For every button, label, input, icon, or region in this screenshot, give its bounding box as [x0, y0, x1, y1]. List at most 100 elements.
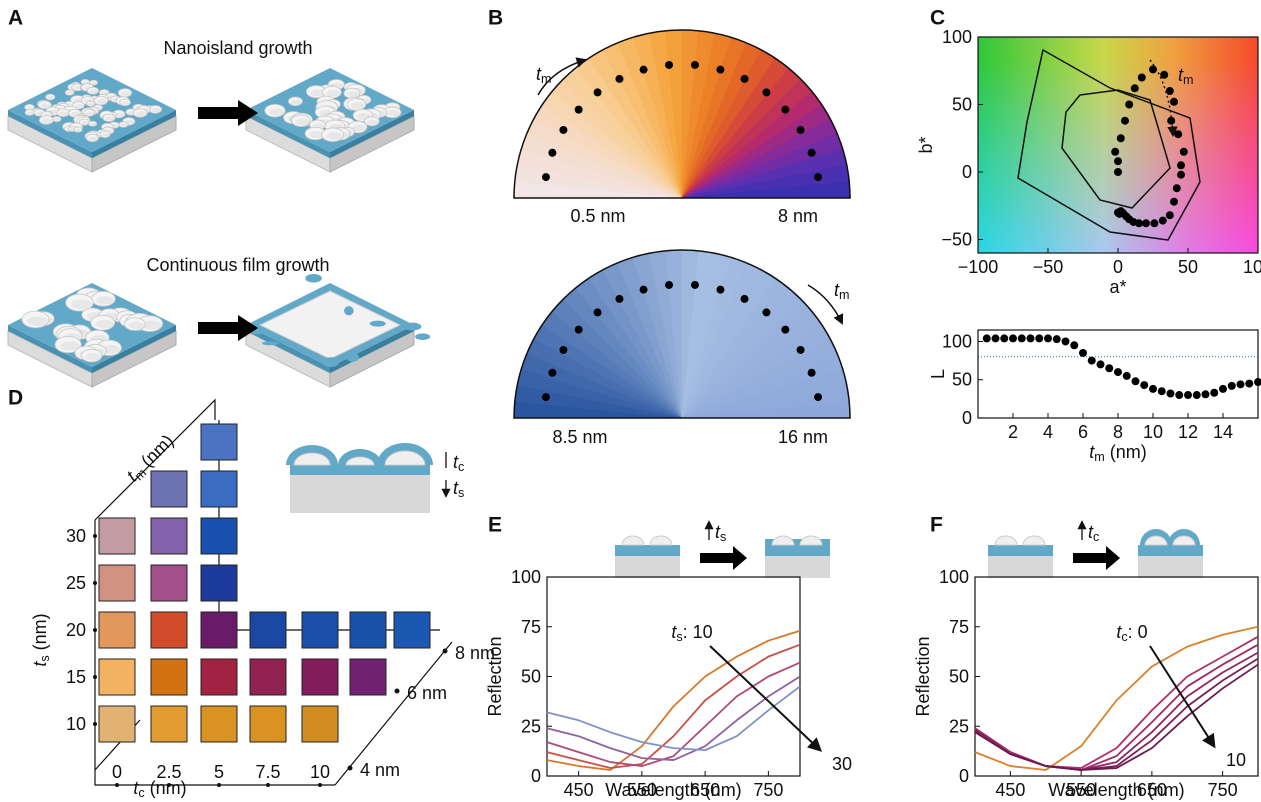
- spacer-layer: [988, 545, 1053, 556]
- annotation: ts: 10: [671, 622, 712, 644]
- island-shade: [89, 137, 98, 141]
- data-point: [1027, 334, 1035, 342]
- subscript: m: [1183, 73, 1194, 87]
- island-shade: [41, 103, 51, 108]
- island-shade: [88, 103, 94, 106]
- film-hole: [346, 353, 359, 362]
- y-tick-label: 75: [949, 617, 969, 637]
- island-shade: [105, 116, 114, 120]
- color-swatch: [201, 424, 237, 460]
- x-tick-label: 0: [112, 762, 122, 782]
- color-swatch: [201, 565, 237, 601]
- sample-dot: [781, 326, 789, 334]
- x-tick-label: 12: [1178, 422, 1198, 442]
- sample-dot: [814, 173, 822, 181]
- series-line: [975, 645, 1258, 770]
- y-tick-label: 100: [939, 567, 969, 587]
- island-shade: [152, 108, 161, 112]
- data-point: [1035, 334, 1043, 342]
- sample-dot: [615, 295, 623, 303]
- panel-d: 101520253002.557.5104 nm6 nm8 nmts (nm)t…: [30, 400, 495, 800]
- island-shade: [76, 129, 82, 132]
- island: [622, 536, 644, 545]
- data-point: [1219, 385, 1227, 393]
- film-hole: [322, 357, 339, 367]
- color-swatch: [302, 706, 338, 742]
- color-swatch: [201, 706, 237, 742]
- data-point: [1177, 171, 1185, 179]
- y-axis-title: b*: [916, 136, 936, 153]
- y-tick-label: 50: [952, 370, 972, 390]
- tick-dot: [443, 649, 448, 654]
- island-shade: [326, 90, 340, 97]
- x-tick-label: 750: [1208, 780, 1238, 800]
- island-shade: [60, 111, 69, 115]
- island-shade: [54, 118, 61, 121]
- island-shade: [27, 111, 34, 114]
- tick-dot: [93, 675, 97, 679]
- sample-dot: [781, 106, 789, 114]
- data-point: [1202, 390, 1210, 398]
- x-tick-label: 750: [753, 780, 783, 800]
- data-point: [1018, 334, 1026, 342]
- label-rest: (nm): [30, 613, 50, 655]
- data-point: [1138, 74, 1146, 82]
- x-tick-label: 450: [564, 780, 594, 800]
- annotation: 30: [832, 754, 852, 774]
- data-point: [1117, 134, 1125, 142]
- semicircle-end-label: 8 nm: [778, 206, 818, 226]
- island-shade: [27, 106, 34, 109]
- y-tick-label: 0: [962, 408, 972, 428]
- data-point: [1114, 168, 1122, 176]
- x-tick-label: 100: [1243, 257, 1261, 277]
- axis-title: tc (nm): [133, 778, 186, 800]
- series-line: [975, 659, 1258, 770]
- sample-dot: [542, 393, 550, 401]
- data-point: [1160, 71, 1168, 79]
- data-point: [1167, 117, 1175, 125]
- sample-dot: [615, 75, 623, 83]
- x-axis-title: tm (nm): [1089, 442, 1147, 464]
- data-point: [1170, 98, 1178, 106]
- y-tick-label: 50: [952, 95, 972, 115]
- y-tick-label: −50: [941, 230, 972, 250]
- x-axis-title: Wavelength (nm): [1048, 780, 1184, 800]
- film-hole: [404, 323, 422, 331]
- data-point: [1174, 130, 1182, 138]
- data-point: [1132, 377, 1140, 385]
- data-point: [1149, 385, 1157, 393]
- tick-dot: [93, 722, 97, 726]
- data-point: [1170, 198, 1178, 206]
- tick-dot: [93, 534, 97, 538]
- panel-label: C: [930, 7, 945, 30]
- sample-dot: [814, 393, 822, 401]
- data-point: [1105, 364, 1113, 372]
- semicircle-end-label: 0.5 nm: [570, 206, 625, 226]
- sample-dot: [594, 88, 602, 96]
- annotation-arrow: [710, 646, 820, 750]
- color-swatch: [350, 612, 386, 648]
- data-point: [1062, 337, 1070, 345]
- color-swatch: [151, 706, 187, 742]
- island-shade: [67, 91, 74, 94]
- subscript: c: [458, 460, 464, 474]
- data-point: [1150, 219, 1158, 227]
- color-swatch: [394, 612, 430, 648]
- color-swatch: [151, 612, 187, 648]
- sample-dot: [762, 88, 770, 96]
- x-tick-label: 8: [1113, 422, 1123, 442]
- island-shade: [97, 99, 107, 104]
- data-point: [1009, 334, 1017, 342]
- data-point: [1193, 391, 1201, 399]
- tick-dot: [395, 689, 400, 694]
- subscript: m: [839, 288, 850, 302]
- y-tick-label: 0: [531, 766, 541, 786]
- substrate: [1138, 556, 1203, 578]
- island-shade: [96, 320, 114, 328]
- depth-tick-label: 4 nm: [360, 760, 400, 780]
- figure: tmtm 101520253002.557.5104 nm6 nm8 nmts …: [0, 0, 1261, 802]
- sample-dot: [797, 126, 805, 134]
- film-hole: [415, 333, 430, 340]
- sample-dot: [548, 369, 556, 377]
- data-point: [1140, 381, 1148, 389]
